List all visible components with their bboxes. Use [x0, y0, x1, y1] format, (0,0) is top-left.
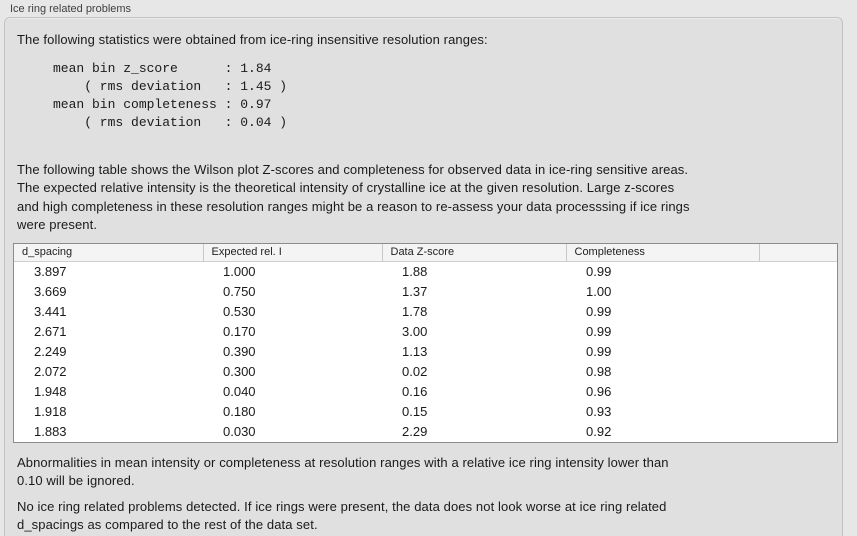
table-cell: 3.669 [34, 284, 67, 299]
table-cell: 0.96 [586, 384, 612, 399]
table-cell: 1.78 [402, 304, 428, 319]
table-cell [759, 402, 837, 422]
table-row[interactable]: 1.948 0.040 0.16 0.96 [14, 382, 837, 402]
intro-text: The following statistics were obtained f… [17, 32, 488, 47]
table-cell: 2.072 [34, 364, 67, 379]
table-row[interactable]: 2.671 0.170 3.00 0.99 [14, 322, 837, 342]
table-cell: 1.13 [402, 344, 428, 359]
table-cell: 2.29 [402, 424, 428, 439]
table-cell [759, 322, 837, 342]
table-cell: 1.948 [34, 384, 67, 399]
table-cell [759, 422, 837, 442]
table-cell: 3.00 [402, 324, 428, 339]
column-header-empty [759, 243, 837, 262]
ignore-note: Abnormalities in mean intensity or compl… [17, 454, 669, 489]
table-cell [759, 342, 837, 362]
table-cell: 1.88 [402, 264, 428, 280]
column-header-expected-rel-i[interactable]: Expected rel. I [203, 243, 383, 262]
table-row[interactable]: 3.441 0.530 1.78 0.99 [14, 302, 837, 322]
table-cell: 1.883 [34, 424, 67, 439]
conclusion-text: No ice ring related problems detected. I… [17, 498, 667, 533]
table-cell [759, 302, 837, 322]
table-header-row: d_spacing Expected rel. I Data Z-score Comp… [14, 243, 837, 262]
table-cell: 2.671 [34, 324, 67, 339]
table-cell: 0.99 [586, 344, 612, 359]
table-cell: 0.02 [402, 364, 428, 379]
table-cell: 0.530 [223, 304, 256, 319]
table-description: The following table shows the Wilson plo… [17, 161, 690, 233]
table-cell: 0.040 [223, 384, 256, 399]
panel-content: The following statistics were obtained f… [5, 18, 842, 535]
table-cell: 0.390 [223, 344, 256, 359]
table-cell: 0.93 [586, 404, 612, 419]
table-cell: 0.16 [402, 384, 428, 399]
table-cell: 0.99 [586, 324, 612, 339]
table-cell: 0.030 [223, 424, 256, 439]
table-cell [759, 262, 837, 282]
table-cell [759, 382, 837, 402]
table-cell: 0.98 [586, 364, 612, 379]
table-cell: 0.300 [223, 364, 256, 379]
table-cell: 3.441 [34, 304, 67, 319]
panel-title: Ice ring related problems [10, 3, 132, 15]
table-cell: 0.170 [223, 324, 256, 339]
table-cell: 1.000 [223, 264, 256, 280]
table-body: 3.897 1.000 1.88 0.99 3.669 0.750 1.37 1.00 3.44… [14, 262, 837, 442]
table-row[interactable]: 1.883 0.030 2.29 0.92 [14, 422, 837, 442]
table-cell: 1.00 [586, 284, 612, 299]
column-header-data-z-score[interactable]: Data Z-score [382, 243, 567, 262]
table-cell: 1.37 [402, 284, 428, 299]
ice-ring-table[interactable]: d_spacing Expected rel. I Data Z-score Comp… [13, 242, 838, 443]
table-cell [759, 282, 837, 302]
ice-ring-panel: The following statistics were obtained f… [4, 17, 843, 536]
column-header-completeness[interactable]: Completeness [566, 243, 760, 262]
table-cell: 0.750 [223, 284, 256, 299]
column-header-d-spacing[interactable]: d_spacing [14, 243, 204, 262]
table-row[interactable]: 1.918 0.180 0.15 0.93 [14, 402, 837, 422]
table-cell: 1.918 [34, 404, 67, 419]
table-row[interactable]: 3.897 1.000 1.88 0.99 [14, 262, 837, 282]
ice-ring-list-control: d_spacing Expected rel. I Data Z-score Comp… [14, 243, 837, 442]
table-cell: 0.99 [586, 264, 612, 280]
table-cell: 0.99 [586, 304, 612, 319]
table-header: d_spacing Expected rel. I Data Z-score Comp… [14, 243, 837, 262]
table-cell: 3.897 [34, 264, 67, 280]
table-cell: 0.92 [586, 424, 612, 439]
table-cell [759, 362, 837, 382]
table-row[interactable]: 2.072 0.300 0.02 0.98 [14, 362, 837, 382]
table-cell: 2.249 [34, 344, 67, 359]
stats-block: mean bin z_score : 1.84 ( rms deviation … [53, 60, 288, 130]
table-row[interactable]: 2.249 0.390 1.13 0.99 [14, 342, 837, 362]
table-cell: 0.180 [223, 404, 256, 419]
table-row[interactable]: 3.669 0.750 1.37 1.00 [14, 282, 837, 302]
table-cell: 0.15 [402, 404, 428, 419]
